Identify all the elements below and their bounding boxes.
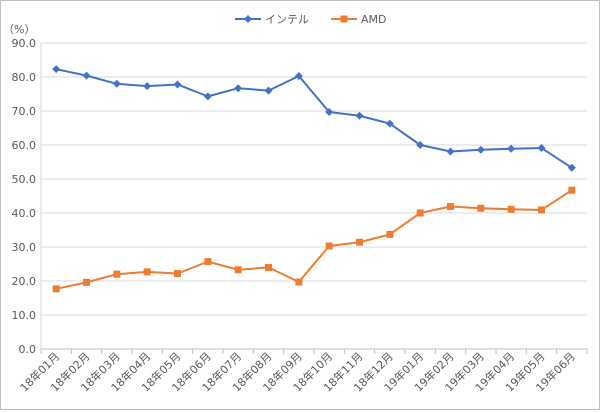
plot-series: [52, 65, 576, 293]
data-point: [173, 80, 182, 89]
series-1: [52, 186, 576, 293]
data-point: [416, 141, 425, 149]
y-unit-label: （%）: [3, 23, 35, 36]
y-tick-label: 20.0: [12, 275, 37, 288]
data-point: [82, 71, 91, 80]
data-point: [112, 79, 121, 88]
series-line: [55, 68, 573, 169]
data-point: [356, 238, 363, 246]
data-point: [204, 258, 212, 266]
data-point: [477, 204, 485, 212]
legend-label: インテル: [265, 13, 309, 26]
gridlines: [41, 42, 587, 350]
y-tick-label: 10.0: [12, 309, 37, 322]
data-point: [446, 147, 455, 156]
data-point: [355, 111, 364, 120]
legend-label: AMD: [361, 13, 387, 26]
legend-marker: [340, 15, 348, 23]
data-point: [325, 242, 333, 250]
data-point: [234, 84, 243, 93]
data-point: [294, 71, 303, 80]
y-tick-label: 70.0: [12, 105, 37, 118]
data-point: [203, 92, 212, 101]
y-axis: 0.0 10.0 20.0 30.0 40.0 50.0 60.0 70.0 80.0 90.0: [12, 37, 42, 356]
data-point: [83, 278, 90, 286]
data-point: [234, 266, 242, 274]
data-point: [386, 230, 394, 238]
data-point: [385, 119, 394, 128]
legend-item: インテル: [235, 13, 309, 26]
data-point: [143, 82, 152, 91]
y-tick-label: 30.0: [12, 241, 37, 254]
data-point: [507, 205, 515, 213]
legend-item: AMD: [331, 13, 387, 26]
y-tick-label: 60.0: [12, 139, 37, 152]
y-tick-label: 0.0: [19, 343, 37, 356]
data-point: [538, 206, 545, 214]
data-point: [537, 144, 546, 153]
data-point: [295, 278, 303, 286]
legend-marker: [244, 15, 252, 23]
y-tick-label: 80.0: [12, 71, 37, 84]
data-point: [143, 268, 151, 276]
data-point: [113, 270, 121, 278]
data-point: [52, 65, 61, 74]
data-point: [416, 209, 424, 217]
y-tick-label: 90.0: [12, 37, 37, 50]
data-point: [325, 108, 334, 117]
data-point: [568, 186, 576, 194]
series-0: [52, 65, 576, 172]
y-tick-label: 40.0: [12, 207, 37, 220]
data-point: [476, 145, 485, 154]
data-point: [174, 270, 181, 278]
series-line: [55, 189, 573, 290]
data-point: [447, 203, 454, 211]
y-tick-label: 50.0: [12, 173, 37, 186]
data-point: [264, 86, 273, 95]
legend: インテル AMD: [235, 13, 387, 26]
data-point: [507, 144, 516, 153]
data-point: [567, 163, 576, 172]
data-point: [52, 285, 60, 293]
data-point: [265, 263, 272, 271]
x-axis: 18年01月18年02月18年03月18年04月18年05月18年06月18年0…: [17, 348, 588, 394]
